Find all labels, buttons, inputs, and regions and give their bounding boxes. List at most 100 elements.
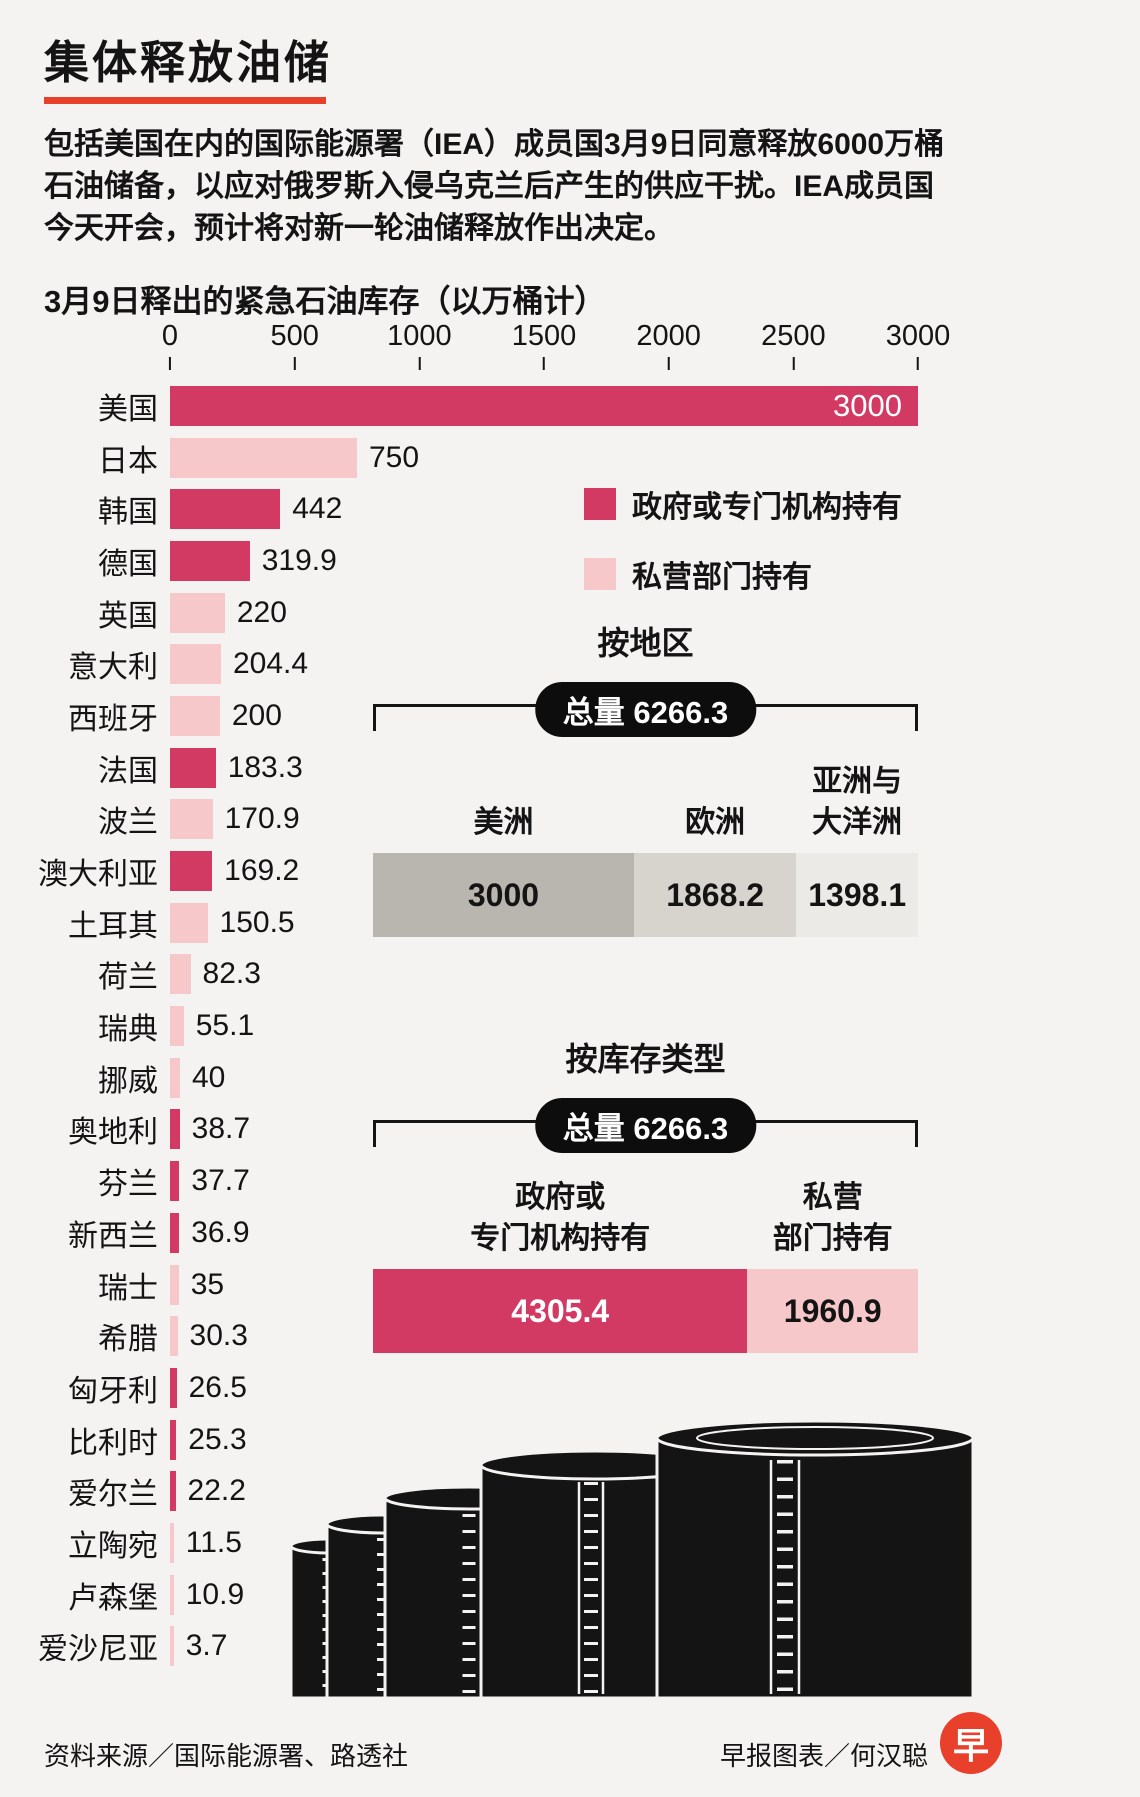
bar-value: 35 — [190, 1267, 225, 1301]
x-axis-tick-label: 2000 — [636, 320, 701, 352]
government-bar — [170, 851, 213, 892]
bar-track: 40 — [170, 1057, 918, 1098]
segment-label: 私营 部门持有 — [772, 1181, 893, 1255]
government-bar — [170, 489, 281, 530]
country-label: 日本 — [98, 444, 158, 478]
bar-row: 新西兰 36.9 — [0, 1207, 1140, 1259]
private-bar — [170, 1316, 178, 1357]
bar-track: 36.9 — [170, 1212, 918, 1253]
segment-label: 政府或 专门机构持有 — [470, 1181, 651, 1255]
bar-value: 10.9 — [185, 1577, 245, 1611]
bar-value: 3000 — [833, 387, 902, 423]
government-bar: 3000 — [170, 385, 918, 426]
government-swatch-icon — [584, 488, 616, 520]
private-bar — [170, 1626, 174, 1667]
x-axis-tick-label: 3000 — [885, 320, 951, 352]
bar-value: 11.5 — [185, 1525, 242, 1559]
bar-track: 183.3 — [170, 747, 918, 788]
bar-value: 37.7 — [191, 1164, 250, 1198]
country-label: 卢森堡 — [68, 1581, 158, 1615]
bar-row: 爱尔兰 22.2 — [0, 1465, 1140, 1517]
credit-note: 早报图表／何汉聪 — [719, 1741, 928, 1771]
country-label: 立陶宛 — [68, 1529, 158, 1563]
bar-row: 西班牙 200 — [0, 690, 1140, 742]
by-stock-type-total-badge: 总量 6266.3 — [534, 1098, 757, 1153]
country-label: 比利时 — [68, 1426, 158, 1460]
private-bar — [170, 1006, 184, 1047]
segment-value: 3000 — [373, 853, 634, 937]
bar-row: 瑞士 35 — [0, 1259, 1140, 1311]
country-label: 德国 — [98, 547, 158, 581]
bar-value: 22.2 — [187, 1474, 246, 1508]
x-axis-tick: 1500 — [512, 320, 576, 370]
country-label: 挪威 — [98, 1064, 158, 1098]
private-bar — [170, 799, 213, 840]
government-bar — [170, 1367, 177, 1408]
bar-value: 38.7 — [191, 1112, 251, 1146]
country-label: 美国 — [98, 392, 158, 426]
bar-value: 26.5 — [188, 1370, 247, 1404]
bar-row: 美国 3000 — [0, 380, 1140, 432]
by-stock-type-segment-labels: 政府或 专门机构持有 私营 部门持有 — [373, 1153, 918, 1259]
bar-track: 38.7 — [170, 1109, 918, 1150]
private-bar — [170, 954, 191, 995]
country-label: 意大利 — [68, 651, 158, 685]
country-label: 澳大利亚 — [38, 858, 158, 892]
bar-value: 150.5 — [219, 905, 295, 939]
segment-value: 1398.1 — [796, 853, 918, 937]
x-axis-tick-mark — [293, 357, 296, 370]
bar-row: 希腊 30.3 — [0, 1310, 1140, 1362]
segment-value: 1960.9 — [747, 1269, 918, 1353]
government-bar — [170, 1212, 180, 1253]
private-bar — [170, 695, 220, 736]
bar-chart-rows: 美国 3000 日本 750 韩国 442 德国 319.9 英国 220 意大利 204.4 西班牙 2… — [0, 380, 1140, 1672]
legend-item-private: 私营部门持有 — [584, 552, 902, 596]
bar-row: 德国 319.9 — [0, 535, 1140, 587]
bar-row: 土耳其 150.5 — [0, 897, 1140, 949]
bar-track: 82.3 — [170, 954, 918, 995]
bar-row: 意大利 204.4 — [0, 638, 1140, 690]
bar-track: 169.2 — [170, 851, 918, 892]
government-bar — [170, 1161, 180, 1202]
page-title: 集体释放油储 — [44, 37, 333, 88]
x-axis-tick-label: 1000 — [387, 320, 452, 352]
bar-value: 319.9 — [261, 543, 337, 577]
by-stock-type-title: 按库存类型 — [565, 1041, 726, 1077]
country-label: 西班牙 — [68, 702, 158, 736]
by-region-segment-labels: 美洲 欧洲 亚洲与 大洋洲 — [373, 737, 918, 843]
bar-row: 澳大利亚 169.2 — [0, 845, 1140, 897]
bar-row: 挪威 40 — [0, 1052, 1140, 1104]
bar-track: 3.7 — [170, 1626, 918, 1667]
bar-row: 日本 750 — [0, 432, 1140, 484]
x-axis-tick-mark — [667, 357, 670, 370]
bar-track: 204.4 — [170, 644, 918, 685]
bar-value: 40 — [191, 1060, 226, 1094]
country-label: 爱尔兰 — [68, 1478, 158, 1512]
bar-value: 220 — [236, 595, 287, 629]
country-label: 希腊 — [98, 1323, 158, 1357]
government-bar — [170, 1419, 177, 1460]
bar-value: 3.7 — [185, 1629, 228, 1663]
bar-track: 150.5 — [170, 902, 918, 943]
government-bar — [170, 747, 216, 788]
bar-track: 11.5 — [170, 1522, 918, 1563]
country-label: 瑞士 — [98, 1271, 158, 1305]
x-axis-tick: 0 — [162, 320, 178, 370]
by-region-bracket: 总量 6266.3 — [373, 682, 918, 737]
bar-track: 25.3 — [170, 1419, 918, 1460]
segment-label: 欧洲 — [685, 805, 746, 839]
country-label: 奥地利 — [68, 1116, 158, 1150]
bar-row: 匈牙利 26.5 — [0, 1362, 1140, 1414]
title-underline — [44, 97, 326, 104]
intro-text: 包括美国在内的国际能源署（IEA）成员国3月9日同意释放6000万桶石油储备，以… — [44, 128, 945, 245]
bar-value: 750 — [369, 440, 420, 474]
segment-label: 亚洲与 大洋洲 — [812, 765, 903, 839]
country-label: 荷兰 — [98, 961, 158, 995]
legend-label-private: 私营部门持有 — [632, 561, 812, 594]
by-region-total-badge: 总量 6266.3 — [534, 682, 757, 737]
bar-value: 25.3 — [188, 1422, 247, 1456]
x-axis-tick-mark — [418, 357, 421, 370]
government-bar — [170, 1109, 180, 1150]
bar-row: 韩国 442 — [0, 483, 1140, 535]
private-bar — [170, 1264, 179, 1305]
